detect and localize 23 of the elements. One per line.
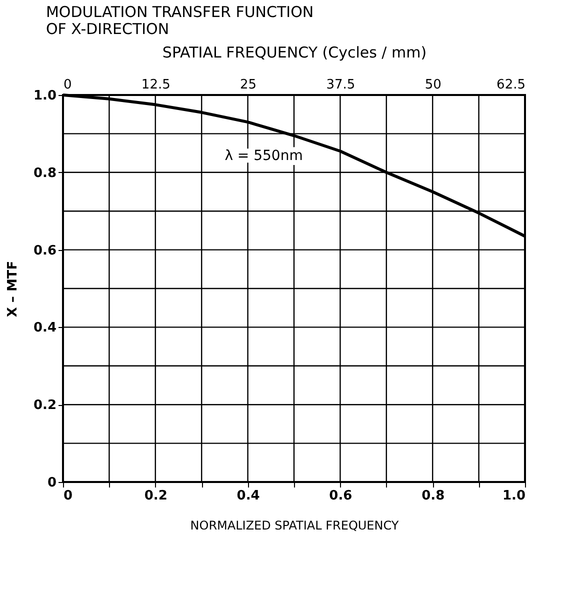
x2-axis-title: SPATIAL FREQUENCY (Cycles / mm) — [162, 44, 427, 62]
y-tick-label: 0.4 — [33, 320, 56, 336]
y-tick-label: 0.2 — [33, 398, 56, 414]
x-tick-label: 0.6 — [329, 488, 352, 504]
y-tick-label: 0.8 — [33, 166, 56, 181]
x-axis-title: NORMALIZED SPATIAL FREQUENCY — [190, 518, 400, 532]
x2-tick-label: 50 — [424, 78, 442, 92]
x-tick-label: 1.0 — [502, 488, 526, 504]
x2-tick-label: 0 — [64, 78, 72, 92]
x2-tick-label: 37.5 — [326, 78, 356, 92]
x-tick-label: 0.8 — [422, 488, 445, 504]
x2-tick-label: 12.5 — [141, 78, 170, 92]
x-tick-label: 0.4 — [236, 488, 260, 504]
y-tick-label: 0.6 — [33, 243, 56, 258]
x-tick-label: 0.2 — [144, 488, 168, 504]
x2-tick-label: 25 — [240, 78, 257, 92]
y-tick-label: 0 — [47, 476, 56, 490]
text: OF X-DIRECTION — [46, 20, 170, 38]
y-axis-title: X – MTF — [5, 260, 20, 318]
text: MODULATION TRANSFER FUNCTION — [46, 3, 314, 21]
x2-tick-label: 62.5 — [496, 78, 526, 92]
x-tick-label: 0 — [64, 488, 73, 504]
y-tick-label: 1.0 — [33, 88, 56, 104]
